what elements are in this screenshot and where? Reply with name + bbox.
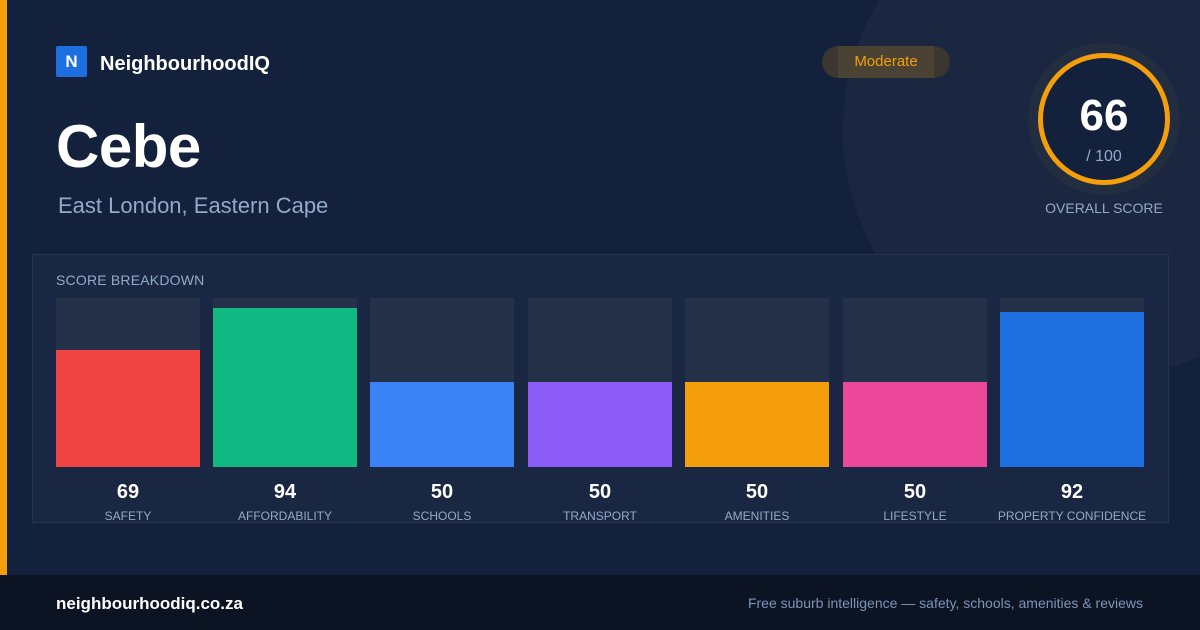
bar-label: LIFESTYLE	[883, 509, 947, 523]
bar-fill	[843, 382, 987, 467]
bar-value: 92	[1060, 481, 1084, 503]
bar-value: 50	[588, 481, 612, 503]
bar-track	[685, 298, 829, 467]
score-bar-schools: 50 SCHOOLS	[370, 298, 514, 524]
bar-label: TRANSPORT	[563, 509, 637, 523]
score-breakdown-panel: SCORE BREAKDOWN 69 SAFETY 94 AFFORDABILI…	[32, 254, 1169, 523]
bar-track	[843, 298, 987, 467]
bar-fill	[213, 308, 357, 467]
score-bar-affordability: 94 AFFORDABILITY	[213, 298, 357, 524]
overall-score-circle: 66 / 100	[1038, 53, 1170, 185]
bar-value: 50	[903, 481, 927, 503]
rating-badge-label: Moderate	[854, 53, 918, 70]
bar-label: SAFETY	[104, 509, 152, 523]
footer: neighbourhoodiq.co.za Free suburb intell…	[0, 575, 1200, 630]
rating-badge-highlight	[838, 46, 934, 78]
bar-value: 50	[430, 481, 454, 503]
bar-fill	[370, 382, 514, 467]
footer-url-link[interactable]: neighbourhoodiq.co.za	[56, 594, 243, 613]
overall-score-value: 66	[1079, 91, 1129, 140]
bar-value: 69	[116, 481, 140, 503]
accent-bar	[0, 0, 7, 575]
bar-label: AMENITIES	[724, 509, 790, 523]
bar-track	[370, 298, 514, 467]
bar-label: AFFORDABILITY	[237, 509, 332, 523]
bar-track	[1000, 298, 1144, 467]
bar-track	[528, 298, 672, 467]
footer-tagline: Free suburb intelligence — safety, schoo…	[747, 595, 1143, 611]
overall-score-ring: 66 / 100	[1028, 43, 1180, 195]
score-breakdown-title: SCORE BREAKDOWN	[56, 272, 205, 288]
brand-name: NeighbourhoodIQ	[100, 53, 270, 75]
bar-value: 94	[273, 481, 297, 503]
bar-label: PROPERTY CONFIDENCE	[997, 509, 1147, 523]
bar-fill	[528, 382, 672, 467]
suburb-title: Cebe	[56, 113, 201, 180]
score-bar-amenities: 50 AMENITIES	[685, 298, 829, 524]
bar-label: SCHOOLS	[412, 509, 472, 523]
brand[interactable]: N NeighbourhoodIQ	[56, 46, 270, 77]
bar-fill	[685, 382, 829, 467]
overall-score-max: / 100	[1086, 148, 1122, 165]
share-card: N NeighbourhoodIQ Cebe East London, East…	[0, 0, 1180, 575]
score-bar-property-confidence: 92 PROPERTY CONFIDENCE	[998, 298, 1146, 524]
bar-track	[213, 298, 357, 467]
bar-fill	[56, 350, 200, 467]
rating-badge: Moderate	[822, 46, 950, 78]
brand-logo-icon: N	[56, 46, 87, 77]
suburb-location: East London, Eastern Cape	[58, 193, 329, 218]
score-bar-lifestyle: 50 LIFESTYLE	[843, 298, 987, 524]
score-bar-transport: 50 TRANSPORT	[528, 298, 672, 524]
bar-fill	[1000, 312, 1144, 467]
bar-value: 50	[745, 481, 769, 503]
bar-track	[56, 298, 200, 467]
overall-score-label: OVERALL SCORE	[1045, 200, 1163, 216]
score-bar-safety: 69 SAFETY	[56, 298, 200, 524]
